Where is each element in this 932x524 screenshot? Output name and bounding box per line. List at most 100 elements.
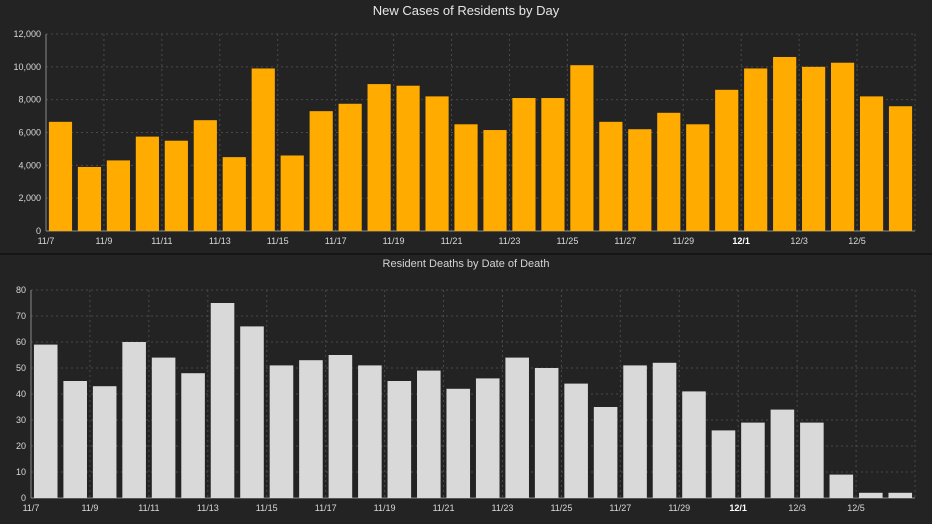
cases-bar[interactable] (367, 84, 391, 231)
cases-bar[interactable] (222, 157, 246, 231)
cases-y-tick-label: 12,000 (13, 29, 41, 39)
cases-x-tick-label: 11/13 (209, 236, 231, 246)
deaths-bar[interactable] (770, 409, 795, 498)
deaths-bar[interactable] (888, 492, 913, 498)
deaths-y-tick-label: 60 (16, 337, 26, 347)
cases-bar[interactable] (657, 112, 681, 231)
cases-chart: 0 2,000 4,000 6,000 8,000 10,000 12,000 11/7 11/… (13, 29, 916, 246)
cases-bar[interactable] (830, 62, 855, 231)
cases-bar[interactable] (77, 166, 102, 231)
deaths-bar[interactable] (800, 422, 824, 498)
cases-x-tick-label: 11/11 (151, 236, 172, 246)
cases-bar[interactable] (251, 68, 275, 231)
cases-x-tick-label: 12/3 (790, 236, 808, 246)
cases-bar[interactable] (744, 68, 768, 231)
deaths-bar[interactable] (711, 430, 736, 498)
deaths-y-tick-label: 0 (21, 493, 26, 503)
deaths-x-tick-label: 11/9 (82, 503, 99, 513)
deaths-bar[interactable] (63, 381, 87, 498)
cases-y-tick-label: 4,000 (18, 160, 41, 170)
cases-x-tick-label: 11/15 (267, 236, 289, 246)
cases-chart-panel: New Cases of Residents by Day 0 2,000 4,00… (0, 0, 932, 254)
cases-bar[interactable] (425, 96, 449, 231)
deaths-bar[interactable] (328, 355, 353, 498)
cases-bar[interactable] (396, 85, 420, 232)
deaths-bar[interactable] (181, 373, 205, 498)
chart-divider (0, 253, 932, 255)
deaths-x-tick-label: 12/1 (729, 503, 747, 513)
cases-bar[interactable] (859, 96, 884, 231)
deaths-x-tick-label: 11/7 (23, 503, 40, 513)
cases-bar[interactable] (164, 140, 188, 231)
cases-x-tick-label: 11/9 (96, 236, 113, 246)
deaths-bar[interactable] (564, 383, 588, 498)
deaths-x-tick-label: 11/27 (609, 503, 631, 513)
deaths-y-tick-label: 40 (16, 389, 26, 399)
deaths-bar[interactable] (240, 326, 264, 498)
deaths-chart-panel: Resident Deaths by Date of Death 0 10 20 30… (0, 255, 932, 524)
deaths-bar[interactable] (505, 357, 529, 498)
cases-bar[interactable] (512, 98, 536, 232)
deaths-bar[interactable] (33, 344, 58, 498)
deaths-x-tick-label: 12/3 (788, 503, 806, 513)
cases-bar[interactable] (309, 111, 333, 231)
deaths-x-tick-label: 11/19 (374, 503, 396, 513)
deaths-y-tick-label: 20 (16, 441, 26, 451)
deaths-bar[interactable] (358, 365, 382, 498)
deaths-bar[interactable] (299, 360, 323, 498)
deaths-x-tick-label: 11/11 (138, 503, 159, 513)
deaths-x-tick-label: 11/29 (668, 503, 690, 513)
cases-bar[interactable] (628, 129, 652, 231)
cases-bar[interactable] (888, 106, 913, 231)
cases-x-tick-label: 11/27 (614, 236, 636, 246)
cases-bar[interactable] (338, 103, 362, 231)
deaths-bar[interactable] (269, 365, 294, 498)
deaths-bar[interactable] (387, 381, 412, 498)
cases-y-tick-label: 8,000 (18, 95, 41, 105)
deaths-bar[interactable] (623, 365, 647, 498)
cases-bar[interactable] (570, 65, 594, 231)
cases-x-tick-label: 11/7 (38, 236, 55, 246)
cases-bar[interactable] (48, 121, 73, 231)
cases-bar[interactable] (135, 136, 159, 231)
deaths-x-tick-label: 11/17 (315, 503, 337, 513)
deaths-y-tick-label: 70 (16, 311, 26, 321)
cases-bar[interactable] (686, 124, 710, 231)
deaths-x-tick-label: 11/15 (256, 503, 278, 513)
cases-bar[interactable] (193, 120, 217, 231)
cases-y-tick-label: 6,000 (18, 128, 41, 138)
cases-x-tick-label: 11/19 (383, 236, 405, 246)
cases-bar[interactable] (715, 89, 739, 231)
deaths-bar[interactable] (652, 362, 677, 498)
deaths-x-tick-label: 11/13 (197, 503, 219, 513)
deaths-x-tick-label: 11/21 (433, 503, 455, 513)
cases-bar[interactable] (599, 121, 623, 231)
deaths-bar[interactable] (859, 492, 883, 498)
cases-bar[interactable] (454, 124, 478, 231)
deaths-chart: 0 10 20 30 40 50 60 70 80 11/7 11/9 11/11 11/13 11/15… (16, 285, 916, 513)
cases-chart-title: New Cases of Residents by Day (372, 3, 560, 18)
cases-bar[interactable] (483, 130, 507, 231)
deaths-y-tick-label: 10 (16, 467, 26, 477)
deaths-bar[interactable] (92, 386, 117, 498)
deaths-bar[interactable] (417, 370, 441, 498)
cases-bar[interactable] (541, 98, 565, 232)
deaths-y-tick-label: 30 (16, 415, 26, 425)
deaths-bar[interactable] (475, 378, 500, 498)
deaths-bar[interactable] (151, 357, 176, 498)
deaths-bar[interactable] (210, 303, 235, 498)
deaths-bar[interactable] (534, 368, 559, 498)
deaths-y-tick-label: 50 (16, 363, 26, 373)
cases-bar[interactable] (280, 155, 304, 231)
deaths-bar[interactable] (741, 422, 765, 498)
cases-bar[interactable] (773, 56, 797, 231)
deaths-bar[interactable] (446, 388, 471, 498)
deaths-bar[interactable] (593, 407, 618, 498)
deaths-bar[interactable] (122, 342, 146, 498)
cases-bar[interactable] (106, 160, 131, 231)
cases-y-tick-label: 2,000 (18, 193, 41, 203)
cases-bar[interactable] (802, 66, 826, 231)
deaths-bar[interactable] (829, 474, 854, 498)
cases-x-tick-label: 11/25 (556, 236, 578, 246)
deaths-bar[interactable] (682, 391, 706, 498)
